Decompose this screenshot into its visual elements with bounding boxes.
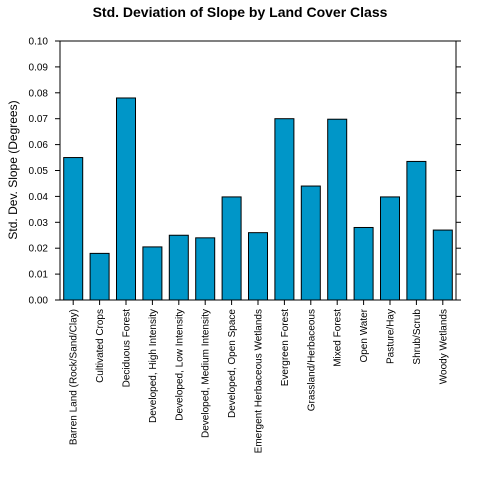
- chart-title: Std. Deviation of Slope by Land Cover Cl…: [93, 4, 388, 20]
- bar: [247, 232, 269, 301]
- axis-ticks: [55, 40, 461, 305]
- y-tick-label: 0.10: [29, 37, 49, 48]
- bar: [89, 252, 110, 301]
- bar: [432, 229, 453, 301]
- x-tick-label: Developed, High Intensity: [148, 309, 159, 423]
- bar: [327, 118, 348, 301]
- x-tick-label: Developed, Open Space: [227, 309, 238, 418]
- x-tick-label: Mixed Forest: [333, 309, 344, 367]
- x-tick-label: Pasture/Hay: [386, 309, 397, 364]
- x-tick-label: Woody Wetlands: [438, 309, 449, 384]
- x-tick-label: Developed, Medium Intensity: [201, 309, 212, 438]
- bar: [274, 118, 295, 301]
- x-tick-label: Evergreen Forest: [280, 309, 291, 386]
- y-tick-label: 0.05: [29, 166, 49, 177]
- bar: [115, 97, 137, 301]
- y-tick-label: 0.04: [29, 192, 49, 203]
- y-tick-label: 0.06: [29, 140, 49, 151]
- tick-labels: 0.00 0.01 0.02 0.03 0.04 0.05 0.06 0.07 0.08 0.09…: [29, 37, 450, 454]
- y-tick-label: 0.08: [29, 88, 49, 99]
- x-tick-label: Cultivated Crops: [95, 309, 106, 383]
- y-tick-label: 0.00: [29, 296, 49, 307]
- bar: [142, 246, 163, 301]
- y-tick-label: 0.03: [29, 218, 49, 229]
- bar: [221, 196, 242, 301]
- x-tick-label: Deciduous Forest: [122, 309, 133, 388]
- bar: [300, 185, 321, 301]
- y-tick-label: 0.01: [29, 270, 49, 281]
- x-tick-label: Emergent Herbaceous Wetlands: [254, 309, 265, 453]
- bar: [379, 196, 401, 301]
- x-tick-label: Open Water: [359, 308, 370, 362]
- y-axis-label: Std. Dev. Slope (Degrees): [6, 100, 20, 239]
- y-tick-label: 0.07: [29, 114, 49, 125]
- x-tick-label: Shrub/Scrub: [412, 309, 423, 365]
- y-tick-label: 0.02: [29, 244, 49, 255]
- bar: [406, 160, 427, 301]
- bar: [353, 226, 374, 301]
- bars: [63, 97, 453, 301]
- x-tick-label: Barren Land (Rock/Sand/Clay): [69, 309, 80, 445]
- bar: [195, 237, 216, 301]
- x-tick-label: Grassland/Herbaceous: [306, 309, 317, 411]
- plot-area-border: [59, 40, 457, 301]
- bar: [63, 157, 84, 301]
- bar: [168, 234, 189, 301]
- y-tick-label: 0.09: [29, 62, 49, 73]
- x-tick-label: Developed, Low Intensity: [174, 309, 185, 421]
